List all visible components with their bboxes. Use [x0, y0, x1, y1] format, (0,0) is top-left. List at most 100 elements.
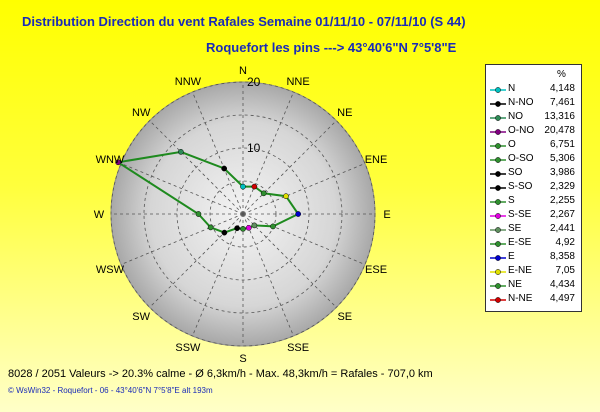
- data-point-e: [295, 211, 302, 217]
- direction-label-nne: NNE: [286, 76, 309, 88]
- legend-item: E-SE 4,92: [486, 237, 581, 250]
- data-point-sw: [221, 229, 228, 236]
- direction-label-wnw: WNW: [96, 154, 125, 166]
- direction-label-nnw: NNW: [175, 76, 202, 88]
- legend-marker-icon: [490, 101, 506, 107]
- legend-marker-icon: [490, 241, 506, 247]
- legend-item: NE 4,434: [486, 279, 581, 292]
- direction-label-ene: ENE: [365, 154, 388, 166]
- grid-ring: [110, 81, 376, 347]
- grid-spoke: [242, 213, 337, 308]
- grid-spoke: [120, 213, 244, 265]
- direction-label-wsw: WSW: [96, 264, 125, 276]
- grid-spoke: [242, 213, 294, 337]
- direction-label-ese: ESE: [365, 264, 387, 276]
- data-point-se: [251, 222, 258, 229]
- legend-item: S 2,255: [486, 195, 581, 208]
- grid-spoke: [242, 120, 337, 215]
- legend-value: 4,434: [549, 279, 575, 290]
- legend-item: SE 2,441: [486, 223, 581, 236]
- legend-marker-icon: [490, 255, 506, 261]
- legend-marker-icon: [490, 143, 506, 149]
- legend-label: N-NE: [508, 293, 533, 304]
- legend-item: S-SO 2,329: [486, 181, 581, 194]
- legend-value: 2,255: [549, 195, 575, 206]
- legend-label: S-SE: [508, 209, 532, 220]
- ring-tick-label: 20: [247, 75, 261, 89]
- legend-value: 7,461: [549, 97, 575, 108]
- data-point-n: [240, 183, 246, 190]
- data-point-wnw: [115, 159, 121, 166]
- legend-item: O-SO 5,306: [486, 153, 581, 166]
- direction-label-se: SE: [337, 311, 352, 323]
- legend-marker-icon: [490, 87, 506, 93]
- direction-label-sse: SSE: [287, 342, 309, 354]
- direction-label-e: E: [383, 209, 390, 221]
- legend-label: NE: [508, 279, 522, 290]
- legend-value: 2,329: [549, 181, 575, 192]
- legend-item: SO 3,986: [486, 167, 581, 180]
- legend-item: N 4,148: [486, 83, 581, 96]
- legend-label: E-SE: [508, 237, 532, 248]
- legend-marker-icon: [490, 171, 506, 177]
- direction-label-n: N: [239, 65, 247, 77]
- legend-marker-icon: [490, 115, 506, 121]
- direction-label-ne: NE: [337, 107, 352, 119]
- legend-item: N-NO 7,461: [486, 97, 581, 110]
- footer-text: © WsWin32 - Roquefort - 06 - 43°40'6"N 7…: [8, 386, 213, 395]
- legend-label: N-NO: [508, 97, 534, 108]
- direction-label-ssw: SSW: [175, 342, 201, 354]
- summary-text: 8028 / 2051 Valeurs -> 20.3% calme - Ø 6…: [8, 368, 433, 380]
- legend-value: 13,316: [544, 111, 575, 122]
- data-point-nne: [251, 183, 258, 190]
- direction-label-sw: SW: [132, 311, 150, 323]
- data-point-w: [195, 211, 202, 217]
- grid-spoke: [242, 91, 294, 215]
- data-point-ssw: [234, 225, 240, 232]
- grid-spoke: [149, 213, 244, 308]
- legend-value: 2,441: [549, 223, 575, 234]
- grid-spoke: [192, 91, 244, 215]
- legend-value: 4,148: [549, 83, 575, 94]
- data-point-sse: [245, 224, 252, 231]
- direction-label-s: S: [239, 353, 246, 365]
- grid-spoke: [120, 163, 244, 215]
- legend-marker-icon: [490, 199, 506, 205]
- legend-marker-icon: [490, 297, 506, 303]
- legend-marker-icon: [490, 269, 506, 275]
- legend-value: 2,267: [549, 209, 575, 220]
- legend-label: O: [508, 139, 516, 150]
- direction-label-nw: NW: [132, 107, 151, 119]
- legend-label: S-SO: [508, 181, 533, 192]
- direction-label-w: W: [94, 209, 105, 221]
- grid-spoke: [192, 213, 244, 337]
- legend-label: O-SO: [508, 153, 534, 164]
- data-point-ese: [270, 223, 276, 230]
- legend-label: O-NO: [508, 125, 535, 136]
- data-point-ne: [260, 190, 267, 197]
- data-point-nnw: [221, 165, 228, 172]
- legend-marker-icon: [490, 157, 506, 163]
- data-point-ene: [283, 193, 289, 200]
- legend-label: SE: [508, 223, 522, 234]
- chart-title: Distribution Direction du vent Rafales S…: [22, 14, 466, 29]
- data-point-s: [240, 226, 246, 232]
- legend-label: E: [508, 251, 515, 262]
- ring-tick-label: 10: [247, 141, 261, 155]
- legend-label: E-NE: [508, 265, 532, 276]
- legend-unit: %: [557, 69, 566, 80]
- legend-value: 8,358: [549, 251, 575, 262]
- legend-value: 20,478: [544, 125, 575, 136]
- data-point-wsw: [207, 224, 214, 231]
- legend-item: NO 13,316: [486, 111, 581, 124]
- legend: % N 4,148 N-NO 7,461 NO 13,316 O-NO 20,478 O 6,75…: [485, 64, 582, 312]
- legend-label: SO: [508, 167, 523, 178]
- legend-value: 3,986: [549, 167, 575, 178]
- chart-subtitle: Roquefort les pins ---> 43°40'6"N 7°5'8"…: [206, 40, 457, 55]
- grid-spoke: [242, 163, 366, 215]
- legend-value: 7,05: [555, 265, 575, 276]
- legend-item: O-NO 20,478: [486, 125, 581, 138]
- legend-item: N-NE 4,497: [486, 293, 581, 306]
